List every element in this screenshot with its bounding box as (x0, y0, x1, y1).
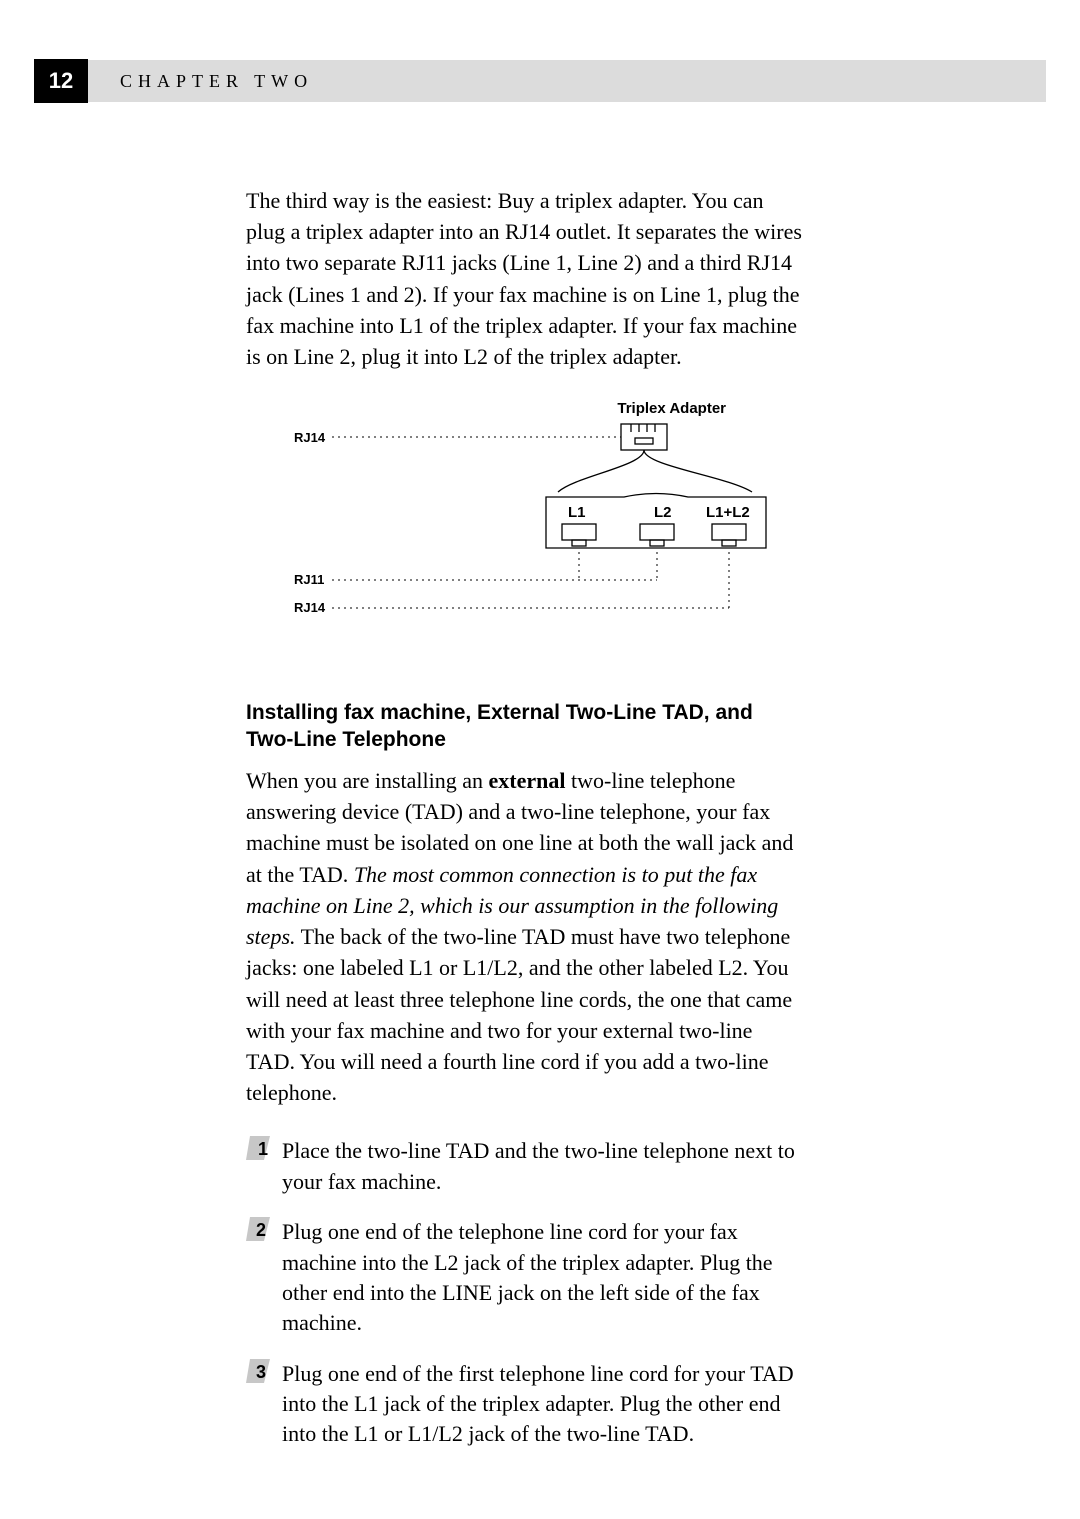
step-2-text: Plug one end of the telephone line cord … (282, 1217, 806, 1338)
step-2-text-bold: LINE (442, 1280, 492, 1305)
step-3-text: Plug one end of the first telephone line… (282, 1359, 806, 1450)
l2-label: L2 (654, 504, 672, 521)
section-para-bold: external (489, 768, 566, 793)
chapter-label: CHAPTER TWO (120, 60, 313, 102)
rj11-label: RJ11 (294, 572, 324, 587)
section-para-pre: When you are installing an (246, 768, 489, 793)
section-para-post: The back of the two-line TAD must have t… (246, 924, 792, 1105)
steps-list: 1 Place the two-line TAD and the two-lin… (246, 1136, 806, 1449)
section-title: Installing fax machine, External Two-Lin… (246, 700, 806, 753)
step-3-number-icon: 3 (246, 1359, 276, 1450)
step-2-digit: 2 (256, 1220, 266, 1240)
step-2: 2 Plug one end of the telephone line cor… (246, 1217, 806, 1338)
content-column: The third way is the easiest: Buy a trip… (246, 185, 806, 1470)
page: 12 CHAPTER TWO The third way is the easi… (0, 0, 1080, 1519)
section-title-text: Installing fax machine, External Two-Lin… (246, 701, 753, 750)
page-number: 12 (34, 59, 88, 103)
step-3-digit: 3 (256, 1362, 266, 1382)
step-1-digit: 1 (258, 1139, 268, 1159)
diagram-title: Triplex Adapter (617, 400, 726, 417)
step-1-text: Place the two-line TAD and the two-line … (282, 1136, 806, 1197)
step-1-text-pre: Place the two-line TAD and the two-line … (282, 1138, 795, 1193)
triplex-diagram: Triplex Adapter RJ14 RJ11 RJ14 L1 L2 L1+… (246, 400, 806, 640)
rj14-bottom-label: RJ14 (294, 600, 325, 615)
step-3: 3 Plug one end of the first telephone li… (246, 1359, 806, 1450)
step-1: 1 Place the two-line TAD and the two-lin… (246, 1136, 806, 1197)
step-3-text-pre: Plug one end of the first telephone line… (282, 1361, 794, 1447)
section-paragraph: When you are installing an external two-… (246, 765, 806, 1109)
l1-label: L1 (568, 504, 586, 521)
intro-paragraph: The third way is the easiest: Buy a trip… (246, 185, 806, 372)
step-1-number-icon: 1 (246, 1136, 276, 1197)
step-2-number-icon: 2 (246, 1217, 276, 1338)
rj14-top-label: RJ14 (294, 430, 325, 445)
l1l2-label: L1+L2 (706, 504, 750, 521)
